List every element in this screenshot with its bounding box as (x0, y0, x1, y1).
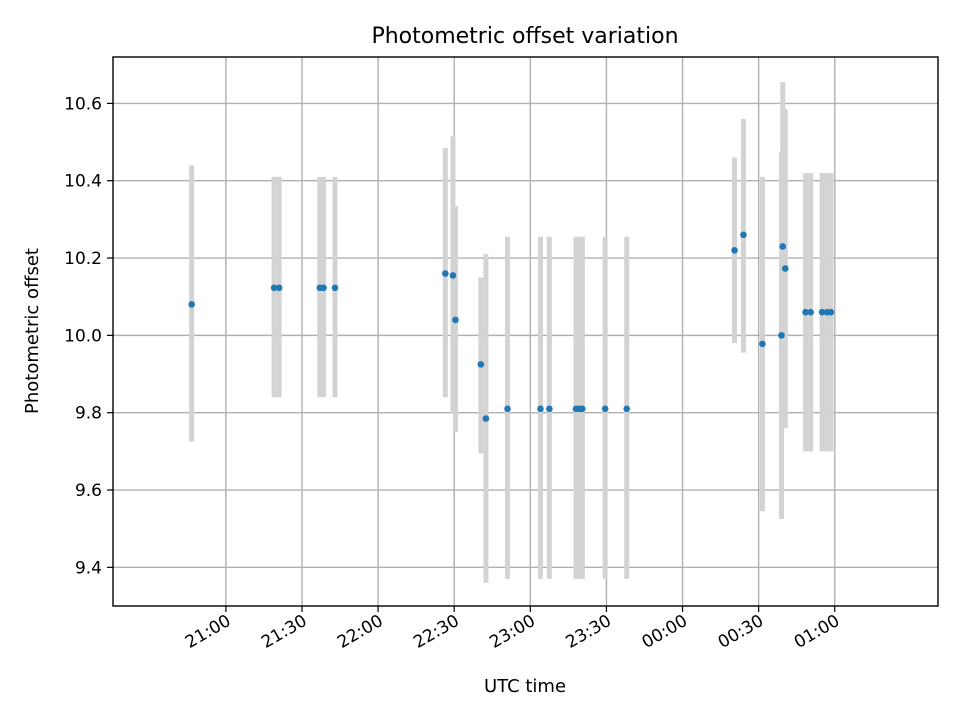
data-point (731, 247, 738, 254)
y-axis-ticks: 9.4 9.6 9.8 10.0 10.2 10.4 10.6 (64, 94, 113, 578)
data-point (320, 284, 327, 292)
x-axis-label: UTC time (484, 676, 566, 697)
data-point (546, 405, 553, 413)
x-tick-label: 23:30 (562, 611, 614, 653)
plot-frame (112, 56, 939, 607)
data-point (781, 265, 789, 272)
y-tick-label: 9.6 (75, 481, 102, 501)
data-point (579, 405, 586, 413)
data-point (442, 270, 449, 277)
x-tick-label: 23:00 (486, 611, 538, 653)
y-tick-label: 10.6 (64, 94, 102, 114)
data-point (452, 316, 459, 324)
data-point (778, 332, 785, 339)
x-tick-label: 22:00 (334, 611, 386, 653)
errorbars (189, 82, 834, 583)
y-tick-label: 10.2 (64, 249, 102, 269)
y-axis-label: Photometric offset (22, 248, 43, 414)
data-point (623, 405, 631, 413)
y-tick-label: 9.4 (75, 558, 102, 578)
data-point (807, 308, 814, 316)
data-point (482, 415, 490, 422)
data-point (537, 405, 544, 413)
x-tick-label: 21:00 (182, 611, 234, 653)
data-point (270, 284, 278, 292)
y-tick-label: 10.0 (64, 326, 102, 346)
x-tick-label: 21:30 (258, 611, 310, 653)
grid (113, 57, 938, 606)
data-point (275, 284, 283, 292)
data-point (331, 284, 339, 292)
data-point (449, 272, 457, 279)
chart-title: Photometric offset variation (371, 24, 678, 49)
data-point (740, 231, 747, 239)
data-point (827, 308, 835, 316)
x-tick-label: 22:30 (410, 611, 462, 653)
x-axis-ticks: 21:00 21:30 22:00 22:30 23:00 23:30 00:00 00:30… (182, 606, 843, 653)
data-point (779, 243, 787, 250)
y-tick-label: 9.8 (75, 404, 102, 424)
data-point (504, 405, 511, 413)
data-point (601, 405, 609, 413)
data-point (802, 308, 809, 316)
data-point (477, 361, 485, 368)
y-tick-label: 10.4 (64, 172, 102, 192)
x-tick-label: 00:30 (715, 611, 767, 653)
data-point (759, 340, 766, 348)
data-point (188, 301, 195, 308)
x-tick-label: 00:00 (639, 611, 691, 653)
data-point (818, 308, 826, 316)
data-points (188, 231, 835, 422)
x-tick-label: 01:00 (791, 611, 843, 653)
